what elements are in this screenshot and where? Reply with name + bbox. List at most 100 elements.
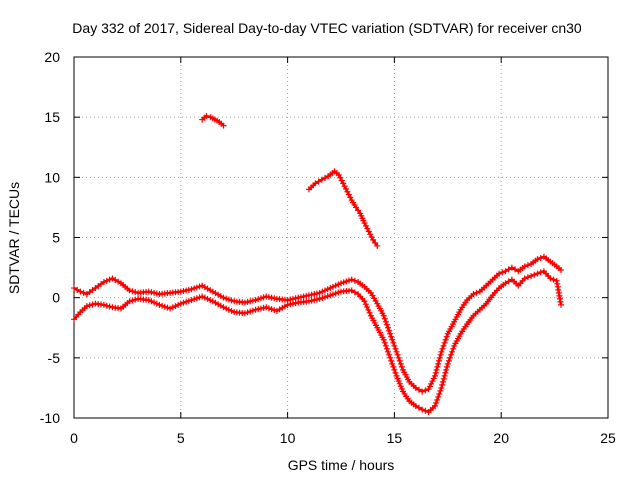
- y-axis-label: SDTVAR / TECUs: [6, 182, 22, 294]
- data-point: [265, 305, 272, 312]
- data-point: [196, 294, 203, 301]
- data-point: [223, 295, 230, 302]
- data-point: [448, 351, 455, 358]
- data-point: [388, 333, 395, 340]
- data-point: [151, 289, 158, 296]
- data-point: [316, 289, 323, 296]
- data-point: [103, 277, 110, 284]
- data-point: [398, 363, 405, 370]
- data-point: [386, 327, 393, 334]
- data-point: [550, 276, 557, 283]
- data-point: [361, 298, 368, 305]
- data-point: [383, 345, 390, 352]
- data-point: [372, 239, 379, 246]
- series-line-main-band-upper: [73, 255, 562, 393]
- data-point: [374, 242, 381, 249]
- data-point: [263, 304, 270, 311]
- data-point: [305, 292, 312, 299]
- data-point: [390, 363, 397, 370]
- data-point: [132, 296, 139, 303]
- data-point: [180, 288, 187, 295]
- data-point: [537, 269, 544, 276]
- data-point: [252, 306, 259, 313]
- data-point: [161, 303, 168, 310]
- data-point: [346, 277, 353, 284]
- data-point: [394, 375, 401, 382]
- data-point: [260, 294, 267, 301]
- data-point: [393, 372, 400, 379]
- data-point: [100, 301, 107, 308]
- data-point: [86, 302, 93, 309]
- data-point: [126, 298, 133, 305]
- data-point: [386, 351, 393, 358]
- data-point: [145, 288, 152, 295]
- data-point: [324, 286, 331, 293]
- data-point: [436, 390, 443, 397]
- data-point: [185, 286, 192, 293]
- data-point: [499, 269, 506, 276]
- data-point: [502, 268, 509, 275]
- data-point: [308, 291, 315, 298]
- y-tick-label: -5: [48, 350, 61, 366]
- data-point: [521, 275, 528, 282]
- data-point: [362, 301, 369, 308]
- data-point: [351, 277, 358, 284]
- data-point: [348, 287, 355, 294]
- data-point: [430, 375, 437, 382]
- data-point: [164, 304, 171, 311]
- data-point: [225, 296, 232, 303]
- data-point: [71, 285, 77, 292]
- data-point: [300, 293, 307, 300]
- data-point: [201, 294, 208, 301]
- data-point: [422, 387, 429, 394]
- data-point: [225, 306, 232, 313]
- data-point: [327, 292, 334, 299]
- data-point: [412, 384, 419, 391]
- data-point: [177, 300, 184, 307]
- data-point: [199, 293, 206, 300]
- data-point: [241, 310, 248, 317]
- data-point: [203, 112, 210, 119]
- data-point: [193, 284, 200, 291]
- data-point: [397, 360, 404, 367]
- data-point: [397, 383, 404, 390]
- data-point: [432, 369, 439, 376]
- data-point: [439, 345, 446, 352]
- data-point: [439, 378, 446, 385]
- data-point: [558, 301, 565, 308]
- y-tick-label: 20: [44, 49, 60, 65]
- data-point: [329, 283, 336, 290]
- data-point: [159, 302, 166, 309]
- data-point: [167, 305, 174, 312]
- data-point: [180, 299, 187, 306]
- data-point: [382, 342, 389, 349]
- data-point: [268, 294, 275, 301]
- data-point: [265, 294, 272, 301]
- data-point: [177, 288, 184, 295]
- data-point: [271, 307, 278, 314]
- grid-lines: [74, 57, 608, 418]
- data-point: [220, 294, 227, 301]
- data-point: [473, 289, 480, 296]
- data-point: [431, 402, 438, 409]
- data-point: [255, 306, 262, 313]
- data-point: [440, 375, 447, 382]
- data-point: [426, 383, 433, 390]
- data-point: [435, 393, 442, 400]
- data-point: [558, 266, 565, 273]
- y-tick-label: 0: [52, 290, 60, 306]
- x-tick-label: 25: [600, 430, 616, 446]
- data-point: [537, 254, 544, 261]
- data-point: [263, 293, 270, 300]
- data-point: [395, 354, 402, 361]
- data-point: [351, 289, 358, 296]
- data-point: [348, 276, 355, 283]
- data-point: [249, 307, 256, 314]
- data-point: [244, 309, 251, 316]
- data-point: [441, 372, 448, 379]
- data-point: [436, 354, 443, 361]
- data-point: [185, 297, 192, 304]
- data-point: [442, 336, 449, 343]
- data-point: [153, 290, 160, 297]
- data-point: [319, 288, 326, 295]
